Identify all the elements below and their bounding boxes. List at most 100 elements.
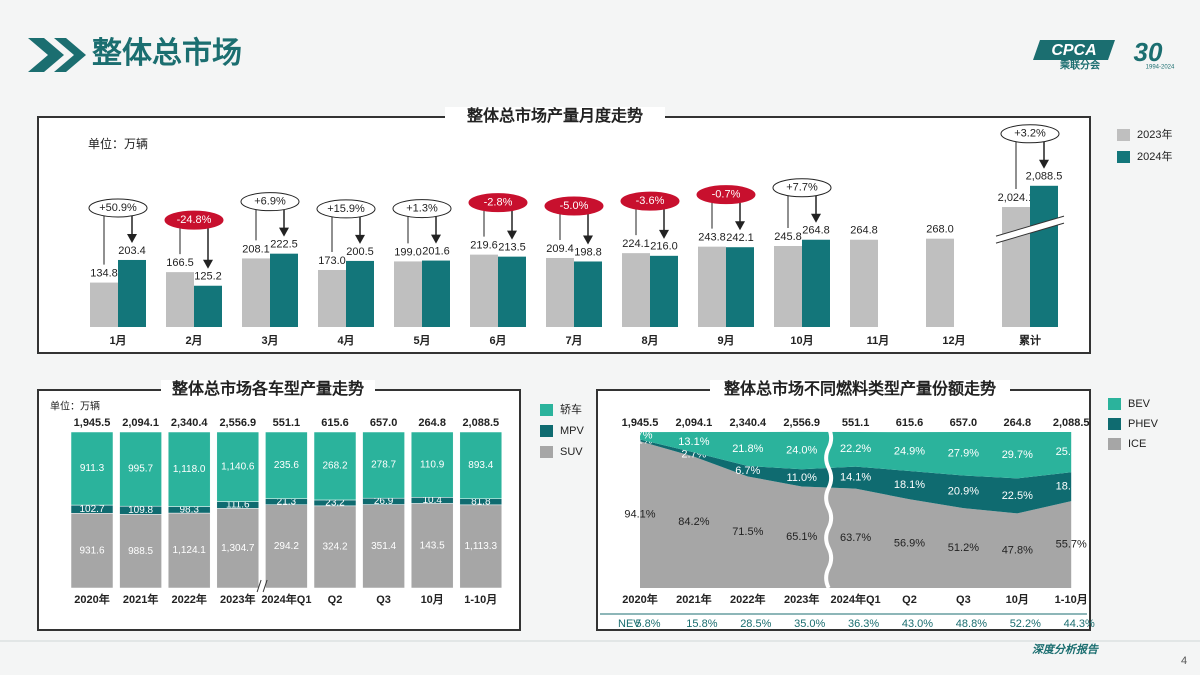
bar — [422, 260, 450, 327]
area — [640, 431, 1072, 479]
value-label: 199.0 — [394, 246, 422, 258]
total-label: 1,945.5 — [622, 417, 659, 429]
legend-label: MPV — [560, 425, 585, 437]
legend-swatch — [1117, 151, 1130, 163]
anniversary: 30 — [1134, 37, 1163, 67]
legend-swatch — [1108, 418, 1121, 430]
legend-swatch — [1108, 398, 1121, 410]
value-label: 235.6 — [274, 460, 299, 471]
total-label: 615.6 — [321, 417, 349, 429]
x-tick-label: 2021年 — [676, 592, 711, 606]
growth-label: +15.9% — [327, 203, 365, 215]
x-tick-label: 9月 — [717, 334, 734, 347]
value-label: 10.4 — [422, 495, 442, 506]
bar — [270, 253, 298, 327]
x-tick-label: Q2 — [902, 594, 917, 606]
value-label: 911.3 — [80, 463, 105, 474]
value-label: 84.2% — [678, 516, 709, 528]
growth-badge — [696, 185, 756, 205]
x-tick-label: 2022年 — [730, 592, 765, 606]
bar — [166, 272, 194, 327]
legend-label: BEV — [1128, 398, 1151, 410]
value-label: 56.9% — [894, 538, 925, 550]
value-label: 208.1 — [242, 243, 270, 255]
value-label: 264.8 — [802, 225, 830, 237]
bar-segment — [459, 431, 503, 499]
growth-label: +50.9% — [99, 202, 137, 214]
value-label: 224.1 — [622, 238, 650, 250]
nev-value: 43.0% — [902, 618, 933, 630]
growth-arrowhead — [1039, 159, 1049, 169]
x-tick-label: 11月 — [867, 334, 890, 347]
logo-sub: 乘联分会 — [1059, 59, 1100, 72]
value-label: 931.6 — [79, 545, 104, 556]
value-label: 143.5 — [420, 540, 445, 551]
bar-segment — [119, 514, 162, 589]
value-label: 245.8 — [774, 231, 802, 243]
value-label: 65.1% — [786, 531, 817, 543]
title-backdrop — [710, 380, 1010, 400]
bar — [574, 261, 602, 327]
logo-badge — [1033, 40, 1115, 60]
x-tick-label: 3月 — [261, 334, 278, 347]
axis-break-edge — [262, 579, 268, 593]
bar-segment — [265, 431, 308, 499]
value-label: 351.4 — [371, 541, 396, 552]
chevron-icon — [54, 38, 86, 72]
value-label: 278.7 — [371, 460, 396, 471]
bar-segment — [313, 505, 357, 589]
value-label: 203.4 — [118, 245, 146, 257]
x-tick-label: 6月 — [489, 334, 506, 347]
footer-text: 深度分析报告 — [1032, 643, 1099, 656]
x-tick-label: 10月 — [790, 334, 813, 347]
page-title: 整体总市场 — [92, 36, 242, 70]
bar — [1002, 207, 1030, 327]
legend-label: 轿车 — [560, 402, 582, 416]
growth-arrowhead — [127, 233, 137, 243]
chart-title: 整体总市场产量月度走势 — [466, 106, 643, 125]
nev-value: 35.0% — [794, 618, 825, 630]
nev-value: 5.8% — [635, 618, 660, 630]
total-label: 2,088.5 — [1053, 417, 1090, 429]
bar-segment — [459, 504, 503, 589]
total-label: 2,340.4 — [171, 417, 209, 429]
page-number: 4 — [1181, 655, 1187, 667]
axis-break-edge — [995, 222, 1065, 244]
value-label: 219.6 — [470, 240, 498, 252]
value-label: 29.7% — [1002, 449, 1033, 461]
bar — [698, 246, 726, 327]
value-label: 71.5% — [732, 526, 763, 538]
x-tick-label: 2023年 — [220, 592, 255, 606]
value-label: 23.2 — [325, 498, 345, 509]
total-label: 551.1 — [273, 417, 301, 429]
x-tick-label: 12月 — [942, 334, 965, 347]
value-label: 294.2 — [274, 541, 299, 552]
bar — [498, 256, 526, 327]
nev-value: 52.2% — [1010, 618, 1041, 630]
value-label: 21.8% — [732, 443, 763, 455]
value-label: 1,113.3 — [464, 541, 497, 552]
bar-segment — [362, 431, 405, 499]
bar — [802, 239, 830, 327]
value-label: 268.2 — [322, 461, 347, 472]
bar — [242, 258, 270, 327]
nev-label: NEV — [618, 618, 641, 630]
value-label: 1,118.0 — [173, 464, 206, 475]
bar — [394, 261, 422, 327]
value-label: 166.5 — [166, 257, 194, 269]
value-label: 109.8 — [128, 505, 153, 516]
value-label: 22.5% — [1002, 490, 1033, 502]
value-label: 111.6 — [226, 500, 250, 511]
bar-segment — [167, 512, 211, 589]
bar-segment — [410, 503, 454, 589]
legend-swatch — [1117, 129, 1130, 141]
growth-badge — [88, 198, 148, 218]
legend-label: SUV — [560, 446, 583, 458]
x-tick-label: 2月 — [185, 334, 202, 347]
total-label: 2,556.9 — [219, 417, 256, 429]
legend-swatch — [540, 446, 553, 458]
value-label: 22.2% — [840, 443, 871, 455]
bar — [90, 282, 118, 327]
bar — [650, 255, 678, 327]
value-label: 2,088.5 — [1026, 171, 1063, 183]
